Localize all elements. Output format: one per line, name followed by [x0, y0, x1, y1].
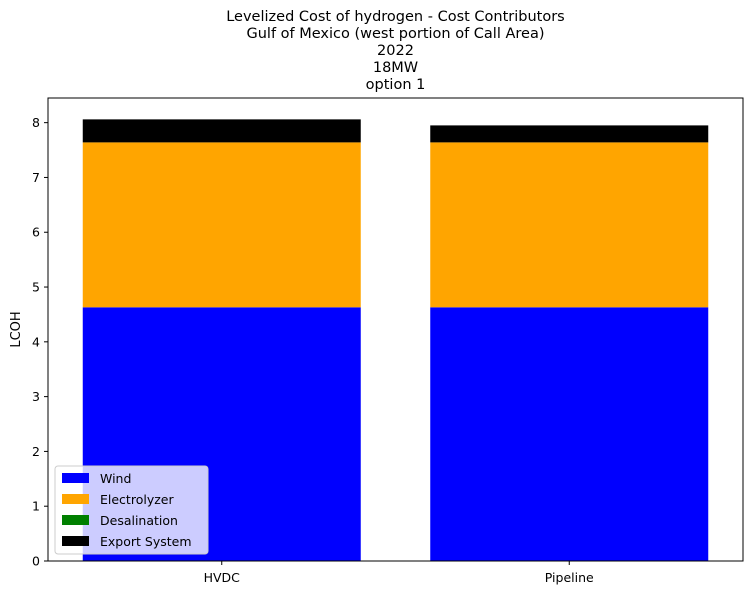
y-tick-label: 4 [32, 334, 40, 349]
bars [82, 119, 709, 561]
legend-label-electrolyzer: Electrolyzer [100, 492, 174, 507]
y-tick-label: 3 [32, 389, 40, 404]
y-axis-label: LCOH [9, 311, 24, 347]
title-line: option 1 [366, 77, 426, 93]
bar-wind-pipeline [430, 307, 709, 561]
bar-electrolyzer-pipeline [430, 142, 709, 308]
title-line: Gulf of Mexico (west portion of Call Are… [247, 26, 545, 42]
y-tick-label: 5 [32, 280, 40, 295]
chart-title: Levelized Cost of hydrogen - Cost Contri… [226, 9, 565, 93]
legend-swatch-electrolyzer [62, 494, 89, 504]
y-tick-label: 1 [32, 499, 40, 514]
bar-export-system-hvdc [82, 119, 361, 143]
bar-electrolyzer-hvdc [82, 142, 361, 308]
x-tick-label: Pipeline [545, 570, 594, 585]
legend-swatch-wind [62, 473, 89, 483]
y-axis: 0 1 2 3 4 5 6 7 8 [32, 115, 48, 569]
y-tick-label: 6 [32, 225, 40, 240]
x-tick-label: HVDC [204, 570, 241, 585]
legend-label-export-system: Export System [100, 534, 192, 549]
x-axis: HVDC Pipeline [204, 561, 594, 585]
y-tick-label: 7 [32, 170, 40, 185]
legend-label-wind: Wind [100, 471, 131, 486]
y-tick-label: 0 [32, 554, 40, 569]
title-line: Levelized Cost of hydrogen - Cost Contri… [226, 9, 565, 25]
legend: Wind Electrolyzer Desalination Export Syste… [54, 465, 209, 555]
legend-label-desalination: Desalination [100, 513, 178, 528]
plot-area-frame [47, 97, 744, 562]
legend-box [54, 465, 209, 555]
legend-swatch-export-system [62, 536, 89, 546]
title-line: 2022 [377, 43, 414, 59]
bar-export-system-pipeline [430, 125, 709, 143]
y-tick-label: 8 [32, 115, 40, 130]
y-tick-label: 2 [32, 444, 40, 459]
legend-swatch-desalination [62, 515, 89, 525]
title-line: 18MW [373, 60, 418, 76]
